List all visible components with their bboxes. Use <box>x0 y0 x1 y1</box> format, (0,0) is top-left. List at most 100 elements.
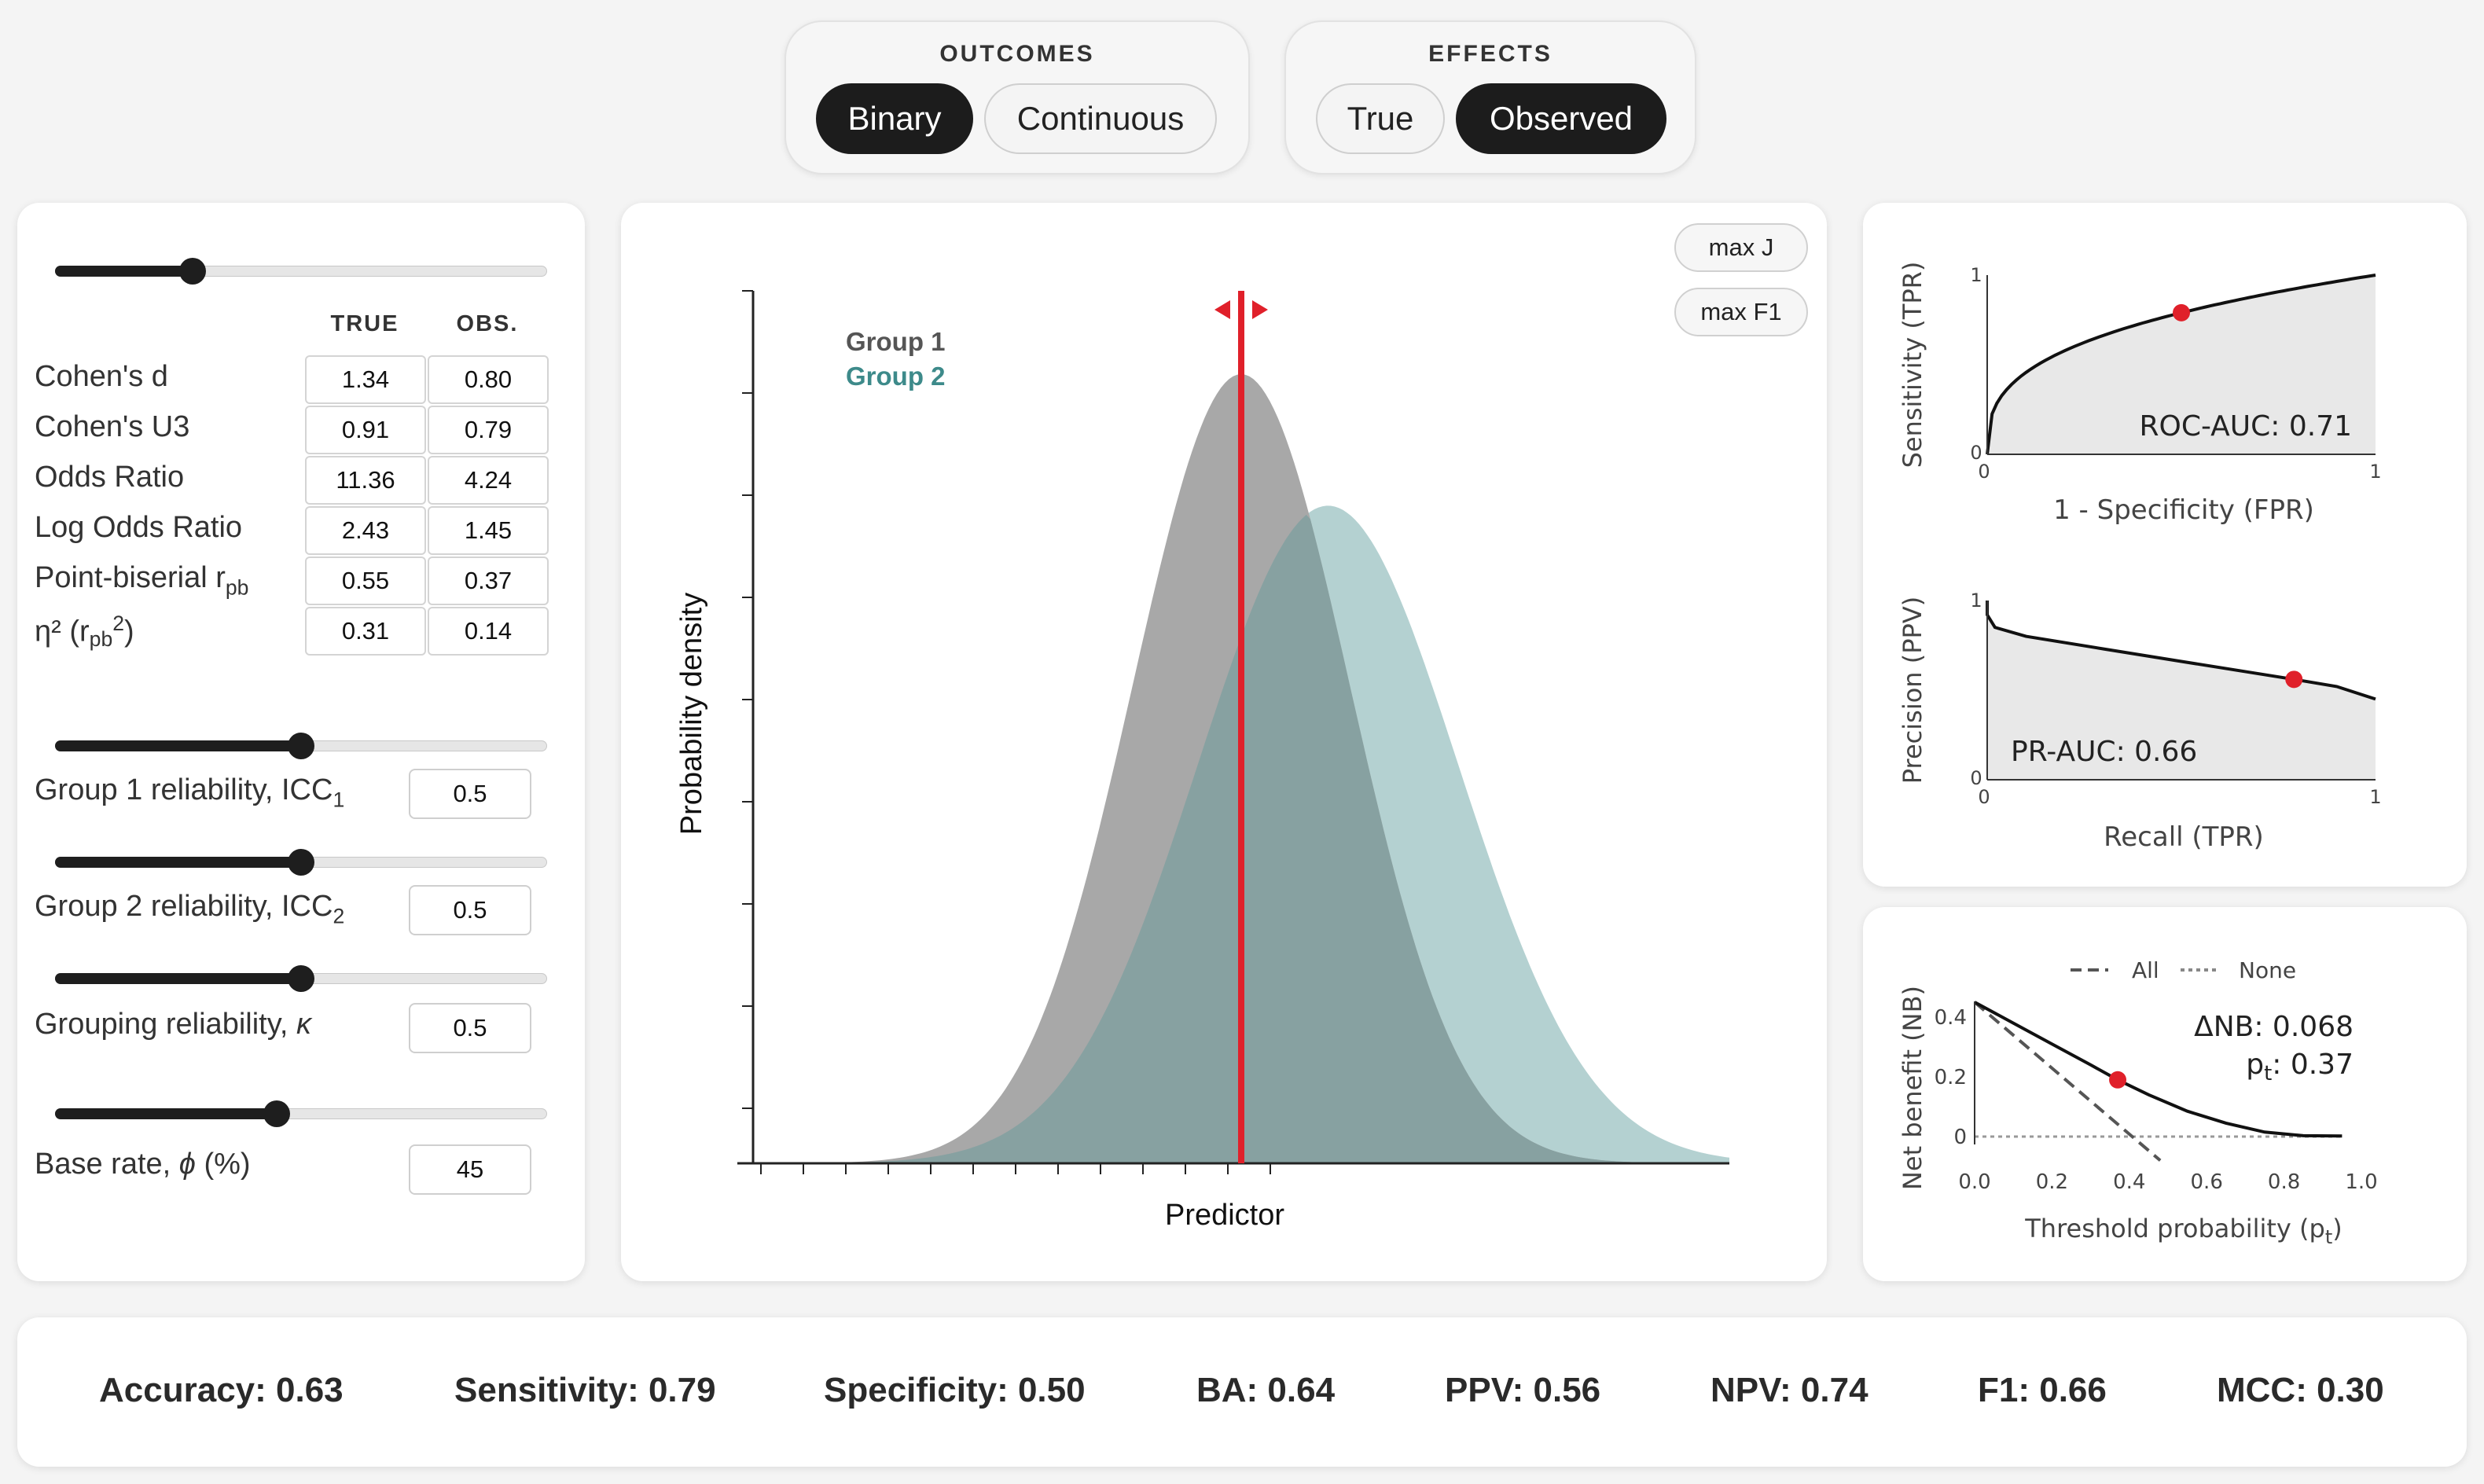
base-rate-input[interactable]: 45 <box>409 1144 531 1195</box>
group2-reliability-input[interactable]: 0.5 <box>409 885 531 935</box>
effect-label: Cohen's U3 <box>35 410 190 443</box>
effect-label: Cohen's d <box>35 360 168 393</box>
y-tick-label: 0.4 <box>1935 1006 1967 1030</box>
nb-all-line <box>1973 1001 2162 1162</box>
observed-button[interactable]: Observed <box>1456 83 1666 154</box>
density-xlabel: Predictor <box>1165 1199 1284 1232</box>
continuous-button[interactable]: Continuous <box>984 83 1217 154</box>
nb-legend-all: All <box>2132 957 2159 983</box>
x-tick-label: 0 <box>1978 786 1990 808</box>
y-tick-label: 0 <box>1970 767 1982 789</box>
pr-area <box>1987 601 2376 780</box>
effect-value-true: 2.43 <box>305 506 426 555</box>
pr-chart: 0 1 1 0 Precision (PPV) Recall (TPR) PR-AUC… <box>1898 590 2382 853</box>
group2-reliability-label: Group 2 reliability, ICC2 <box>35 890 345 928</box>
effect-value-true: 0.91 <box>305 406 426 454</box>
sensitivity-stat: Sensitivity: 0.79 <box>454 1371 716 1409</box>
effect-value-obs: 1.45 <box>428 506 549 555</box>
group1-reliability-label: Group 1 reliability, ICC1 <box>35 773 345 812</box>
max-j-button[interactable]: max J <box>1674 223 1808 272</box>
nb-operating-point <box>2109 1071 2127 1089</box>
slider-thumb[interactable] <box>179 258 207 285</box>
specificity-stat: Specificity: 0.50 <box>824 1371 1086 1409</box>
pr-annotation: PR-AUC: 0.66 <box>2011 736 2197 768</box>
effect-label: Log Odds Ratio <box>35 511 243 544</box>
y-tick-label: 1 <box>1970 264 1982 286</box>
slider-thumb[interactable] <box>288 849 314 876</box>
legend-group1: Group 1 <box>846 327 946 356</box>
x-tick-label: 1.0 <box>2345 1170 2377 1194</box>
net-benefit-panel <box>1863 907 2467 1281</box>
effect-value-true: 0.55 <box>305 556 426 605</box>
nb-xlabel: Threshold probability (pt) <box>2024 1214 2342 1248</box>
density-chart: Probability density Predictor Group 1 Gr… <box>675 290 1729 1232</box>
nb-legend-none: None <box>2239 957 2296 983</box>
slider-thumb[interactable] <box>288 965 314 992</box>
x-tick-label: 0.6 <box>2191 1170 2223 1194</box>
effect-value-obs: 4.24 <box>428 456 549 505</box>
pr-operating-point <box>2285 670 2303 689</box>
pr-curve <box>1986 601 2376 701</box>
grouping-reliability-slider[interactable] <box>55 962 547 994</box>
npv-stat: NPV: 0.74 <box>1711 1371 1869 1409</box>
x-tick-label: 0.2 <box>2036 1170 2068 1194</box>
density-ylabel: Probability density <box>675 593 708 835</box>
pr-xlabel: Recall (TPR) <box>2104 821 2264 853</box>
x-tick-label: 0 <box>1978 461 1990 483</box>
roc-annotation: ROC-AUC: 0.71 <box>2139 410 2352 443</box>
binary-button[interactable]: Binary <box>816 83 973 154</box>
grouping-reliability-input[interactable]: 0.5 <box>409 1003 531 1053</box>
effect-value-obs: 0.37 <box>428 556 549 605</box>
nb-model-curve <box>1974 1001 2343 1138</box>
roc-xlabel: 1 - Specificity (FPR) <box>2053 494 2314 526</box>
effect-label: η² (rpb2) <box>35 612 134 651</box>
slider-thumb[interactable] <box>263 1100 290 1127</box>
group1-reliability-slider[interactable] <box>55 729 547 761</box>
effect-value-obs: 0.79 <box>428 406 549 454</box>
roc-chart: 0 1 1 0 Sensitivity (TPR) 1 - Specificity (… <box>1898 262 2382 526</box>
nb-delta-annotation: ΔNB: 0.068 <box>2194 1011 2354 1043</box>
column-header-true: TRUE <box>330 311 399 336</box>
y-tick-label: 0.2 <box>1935 1066 1967 1089</box>
group1-reliability-input[interactable]: 0.5 <box>409 769 531 819</box>
effect-label: Odds Ratio <box>35 461 185 494</box>
column-header-obs: OBS. <box>456 311 519 336</box>
x-tick-label: 0.0 <box>1958 1170 1990 1194</box>
effects-title: EFFECTS <box>1428 41 1552 67</box>
y-tick-label: 1 <box>1970 590 1982 612</box>
effect-value-true: 1.34 <box>305 355 426 404</box>
metrics-bar <box>17 1317 2467 1467</box>
threshold-left-arrow <box>1214 300 1230 319</box>
x-tick-label: 1 <box>2369 786 2381 808</box>
grouping-reliability-label: Grouping reliability, κ <box>35 1008 312 1041</box>
group2-reliability-slider[interactable] <box>55 846 547 877</box>
effect-size-slider[interactable] <box>55 255 547 286</box>
effect-value-true: 11.36 <box>305 456 426 505</box>
x-tick-label: 1 <box>2369 461 2381 483</box>
outcomes-toggle-group: OUTCOMES Binary Continuous <box>785 20 1250 174</box>
slider-thumb[interactable] <box>288 733 314 759</box>
roc-ylabel: Sensitivity (TPR) <box>1898 262 1927 468</box>
effect-label: Point-biserial rpb <box>35 561 249 600</box>
nb-ylabel: Net benefit (NB) <box>1898 986 1927 1190</box>
true-button[interactable]: True <box>1316 83 1445 154</box>
legend-group2: Group 2 <box>846 362 946 391</box>
effect-value-true: 0.31 <box>305 607 426 656</box>
base-rate-slider[interactable] <box>55 1097 547 1129</box>
mcc-stat: MCC: 0.30 <box>2217 1371 2384 1409</box>
x-tick-label: 0.4 <box>2113 1170 2145 1194</box>
max-f1-button[interactable]: max F1 <box>1674 288 1808 336</box>
effects-toggle-group: EFFECTS True Observed <box>1284 20 1696 174</box>
roc-operating-point <box>2173 303 2190 321</box>
y-tick-label: 0 <box>1970 442 1982 464</box>
base-rate-label: Base rate, ϕ (%) <box>35 1148 251 1181</box>
f1-stat: F1: 0.66 <box>1978 1371 2107 1409</box>
x-tick-label: 0.8 <box>2268 1170 2300 1194</box>
y-tick-label: 0 <box>1953 1126 1967 1149</box>
roc-area <box>1987 275 2376 454</box>
net-benefit-chart: 0.0 0.2 0.4 0.6 0.8 1.0 0 0.2 0.4 All None Net b… <box>1898 957 2378 1248</box>
outcomes-title: OUTCOMES <box>939 41 1095 67</box>
threshold-right-arrow <box>1252 300 1268 319</box>
nb-pt-annotation: pt: 0.37 <box>2246 1049 2354 1085</box>
pr-ylabel: Precision (PPV) <box>1898 597 1927 784</box>
